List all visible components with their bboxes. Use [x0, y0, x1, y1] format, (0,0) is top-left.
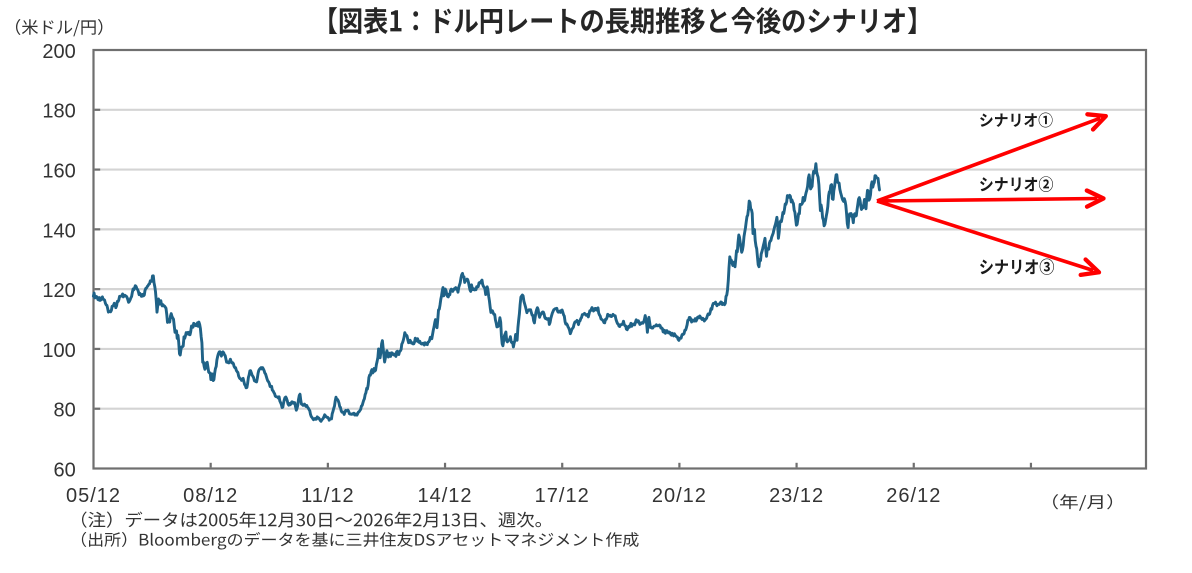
svg-text:05/12: 05/12 — [66, 485, 121, 507]
svg-text:80: 80 — [54, 400, 76, 422]
svg-text:160: 160 — [42, 161, 75, 183]
svg-text:60: 60 — [54, 459, 76, 481]
svg-text:26/12: 26/12 — [886, 485, 941, 507]
svg-text:200: 200 — [42, 41, 75, 63]
svg-text:140: 140 — [42, 220, 75, 242]
svg-text:23/12: 23/12 — [769, 485, 824, 507]
svg-text:14/12: 14/12 — [417, 485, 472, 507]
svg-text:11/12: 11/12 — [301, 485, 355, 507]
svg-text:120: 120 — [42, 280, 75, 302]
svg-text:20/12: 20/12 — [652, 485, 707, 507]
svg-text:08/12: 08/12 — [183, 485, 238, 507]
svg-text:180: 180 — [42, 101, 75, 123]
svg-text:17/12: 17/12 — [535, 485, 590, 507]
svg-text:100: 100 — [42, 340, 75, 362]
